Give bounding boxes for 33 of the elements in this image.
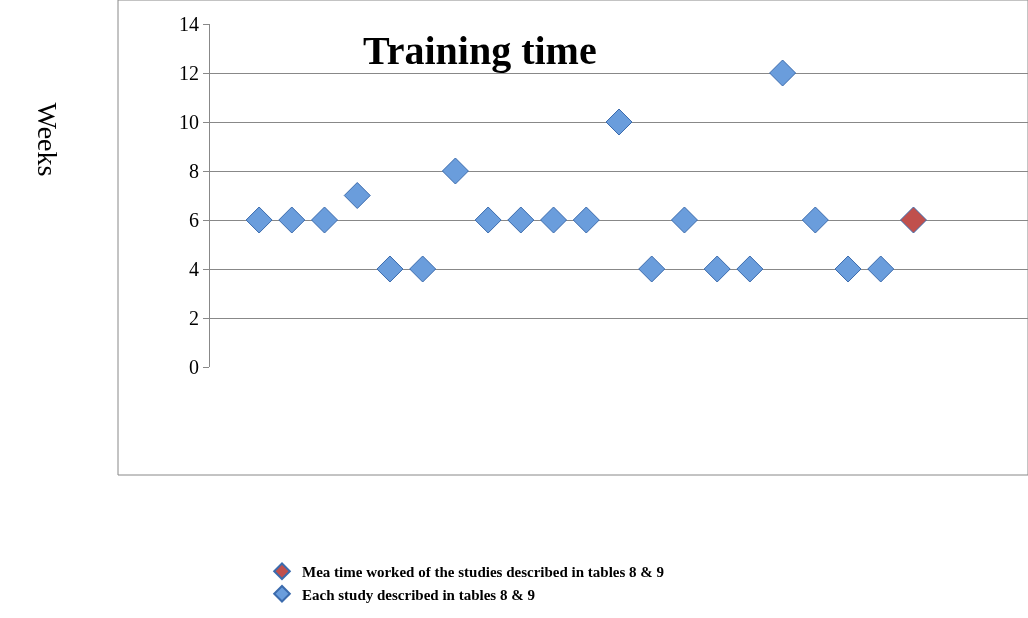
point bbox=[769, 59, 797, 87]
point bbox=[376, 255, 404, 283]
y-axis-title: Weeks bbox=[31, 102, 63, 177]
y-tick-label: 4 bbox=[189, 258, 199, 280]
legend-label: Each study described in tables 8 & 9 bbox=[302, 586, 535, 603]
y-tick-label: 14 bbox=[179, 13, 199, 35]
legend-label: Mea time worked of the studies described in tables 8 & 9 bbox=[302, 564, 665, 581]
point bbox=[801, 206, 829, 234]
y-tick-label: 2 bbox=[189, 307, 199, 329]
point bbox=[670, 206, 698, 234]
y-tick-label: 10 bbox=[179, 111, 199, 133]
point bbox=[540, 206, 568, 234]
point bbox=[834, 255, 862, 283]
point bbox=[441, 157, 469, 185]
point bbox=[736, 255, 764, 283]
y-tick-label: 12 bbox=[179, 62, 199, 84]
point bbox=[703, 255, 731, 283]
y-tick-label: 8 bbox=[189, 160, 199, 182]
point bbox=[474, 206, 502, 234]
point bbox=[899, 206, 927, 234]
point bbox=[572, 206, 600, 234]
point bbox=[278, 206, 306, 234]
point bbox=[867, 255, 895, 283]
y-tick-label: 6 bbox=[189, 209, 199, 231]
point bbox=[343, 182, 371, 209]
point bbox=[638, 255, 666, 283]
point bbox=[409, 255, 437, 283]
point bbox=[245, 206, 273, 234]
chart-title: Training time bbox=[363, 28, 597, 73]
point bbox=[605, 108, 633, 136]
point bbox=[507, 206, 535, 234]
y-tick-label: 0 bbox=[189, 356, 199, 378]
point bbox=[311, 206, 339, 234]
